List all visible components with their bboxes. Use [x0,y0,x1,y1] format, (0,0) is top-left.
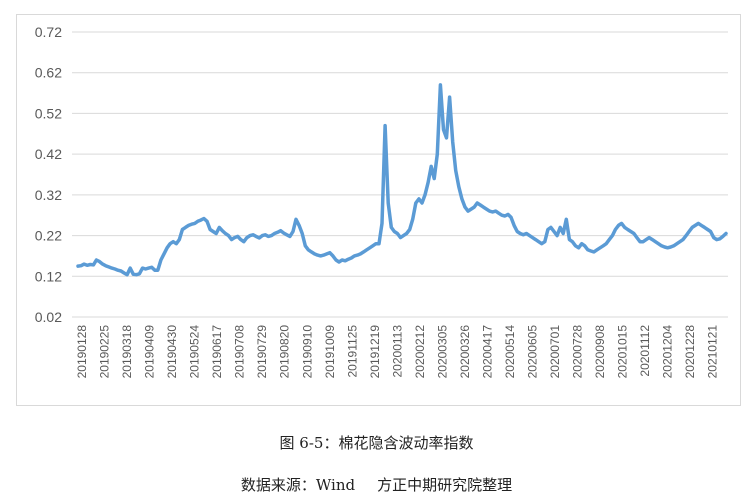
x-tick-label: 20191125 [345,325,359,378]
x-tick-label: 20190524 [188,325,202,379]
x-tick-label: 20190729 [255,325,269,379]
y-tick-label: 0.32 [35,187,62,203]
source-label: 数据来源：Wind [240,476,356,494]
x-tick-label: 20201204 [661,325,675,379]
figure-title: 图 6-5：棉花隐含波动率指数 [279,434,474,452]
x-tick-label: 20190128 [75,325,89,379]
x-tick-label: 20201112 [638,325,652,377]
x-tick-label: 20191009 [323,325,337,379]
chart-container [16,14,741,406]
volatility-line-chart: 0.72 0.62 0.52 0.42 0.32 0.22 0.12 0.02 2019012… [35,24,728,379]
x-tick-label: 20200514 [503,325,517,379]
x-tick-label: 20200305 [435,325,449,379]
x-tick-label: 20190430 [165,325,179,379]
x-tick-label: 20210121 [706,325,720,379]
y-tick-label: 0.62 [35,65,62,81]
y-tick-label: 0.22 [35,228,62,244]
x-tick-label: 20200113 [390,325,404,378]
x-tick-label: 20200701 [548,325,562,379]
gridlines [72,31,728,318]
y-axis-ticks: 0.72 0.62 0.52 0.42 0.32 0.22 0.12 0.02 [35,24,62,325]
x-tick-label: 20201228 [683,325,697,379]
x-tick-label: 20200605 [526,325,540,379]
source-org: 方正中期研究院整理 [377,476,513,494]
volatility-series-line [76,83,728,277]
figure-source: 数据来源：Wind 方正中期研究院整理 [0,474,753,495]
x-tick-label: 20201015 [616,325,630,379]
series-line-layer [76,83,728,277]
y-tick-label: 0.72 [35,24,62,40]
x-tick-label: 20190708 [233,325,247,379]
y-tick-label: 0.02 [35,309,62,325]
x-tick-label: 20190409 [143,325,157,379]
x-tick-label: 20200908 [593,325,607,379]
y-tick-label: 0.42 [35,146,62,162]
x-tick-label: 20200212 [413,325,427,379]
x-tick-label: 20190318 [120,325,134,379]
x-tick-label: 20191219 [368,325,382,379]
y-tick-label: 0.12 [35,268,62,284]
x-axis-ticks: 20190128 20190225 20190318 20190409 20190430… [75,325,720,379]
x-tick-label: 20190617 [210,325,224,379]
x-tick-label: 20190225 [98,325,112,379]
x-tick-label: 20190820 [278,325,292,379]
x-tick-label: 20200326 [458,325,472,379]
y-tick-label: 0.52 [35,105,62,121]
x-tick-label: 20190910 [300,325,314,379]
x-tick-label: 20200417 [480,325,494,379]
x-tick-label: 20200728 [571,325,585,379]
